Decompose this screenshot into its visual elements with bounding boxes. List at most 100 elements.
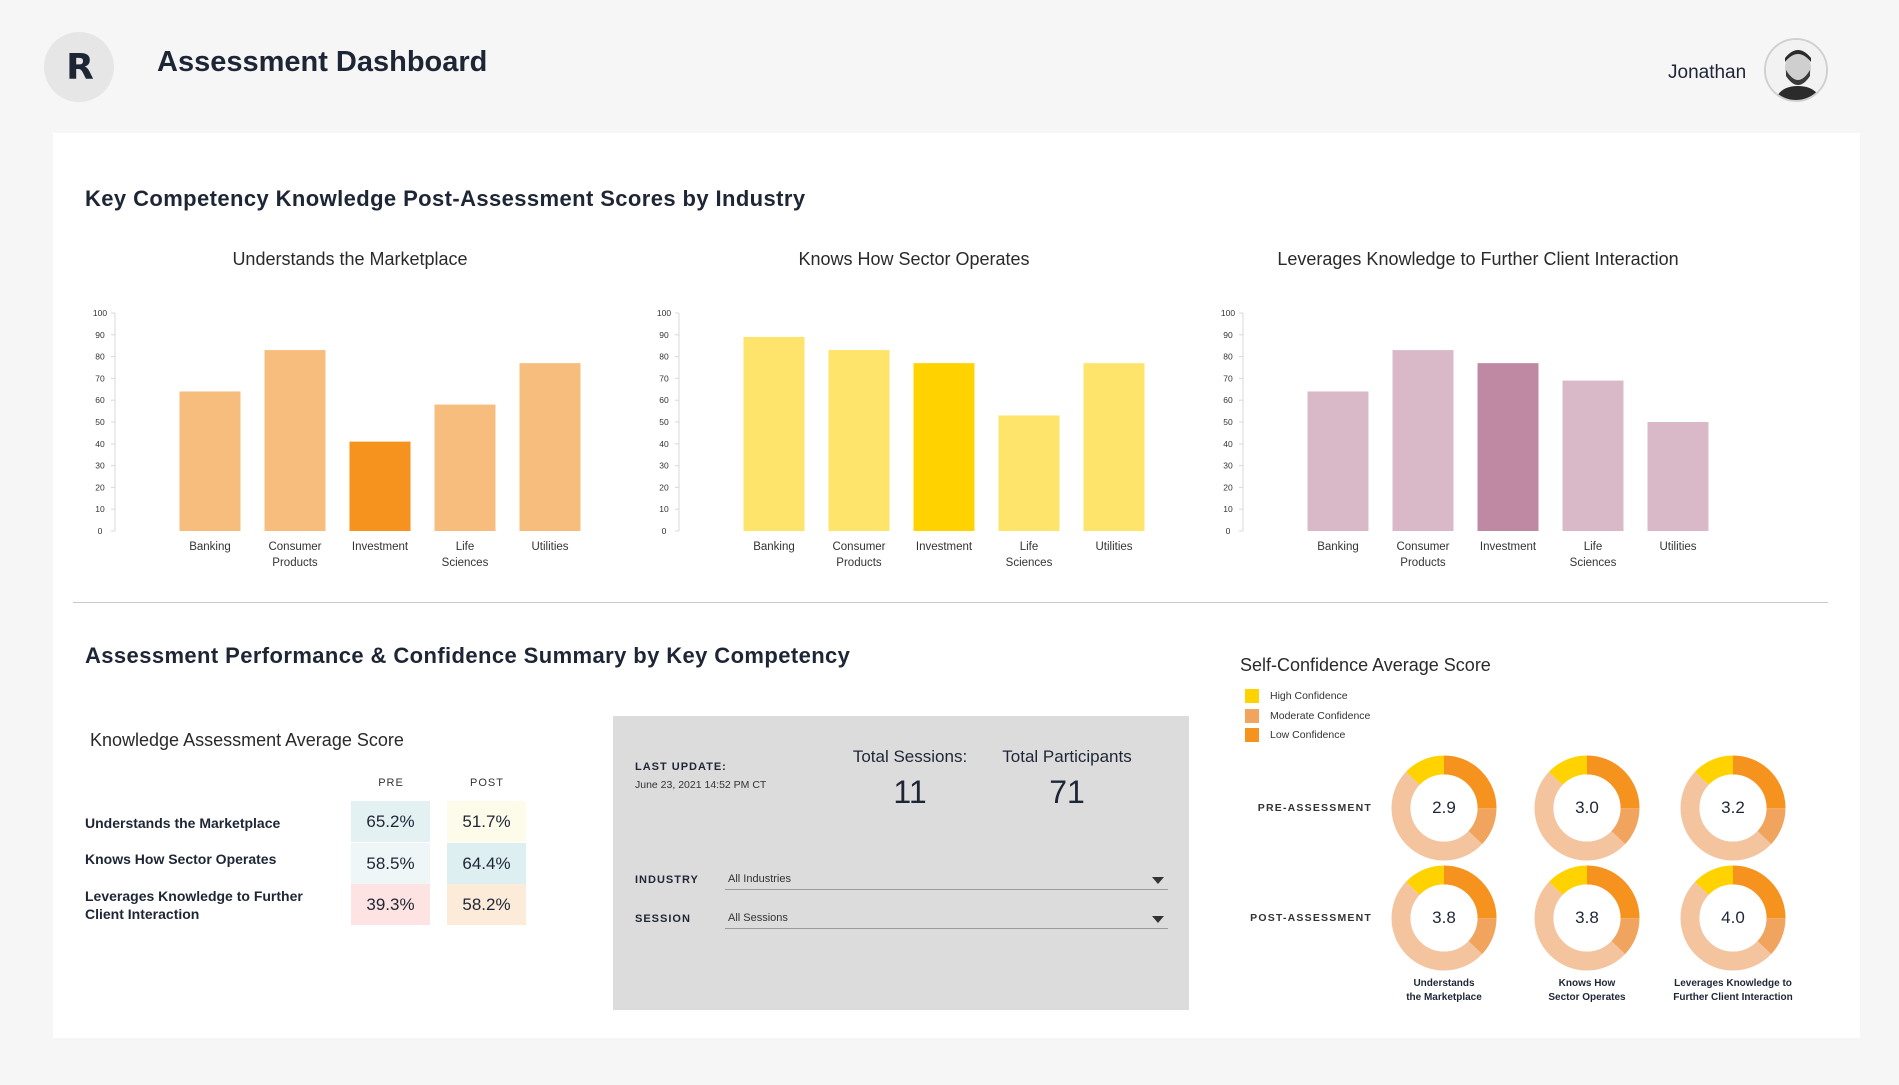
chevron-down-icon [1152, 877, 1164, 884]
donut-hole [1410, 774, 1478, 842]
legend-swatch [1245, 689, 1259, 703]
y-tick-label: 100 [657, 308, 671, 318]
donut-caption: Understands the Marketplace [1364, 977, 1524, 1005]
bar [1647, 422, 1709, 531]
donut-ring [1391, 865, 1497, 971]
donut-segment [1680, 755, 1786, 861]
y-tick-label: 100 [93, 308, 107, 318]
bar [828, 350, 890, 531]
y-tick-label: 60 [95, 395, 105, 405]
user-name[interactable]: Jonathan [1668, 62, 1747, 83]
bar [434, 404, 496, 531]
last-update-timestamp: June 23, 2021 14:52 PM CT [635, 779, 767, 791]
donut-segment [1534, 865, 1640, 971]
session-stats-panel: LAST UPDATE: June 23, 2021 14:52 PM CT T… [613, 716, 1189, 1010]
chart-title: Understands the Marketplace [232, 249, 467, 269]
x-category-label: Banking [189, 541, 231, 553]
y-tick-label: 80 [95, 352, 105, 362]
confidence-donut: 3.0 [1533, 754, 1641, 862]
donut-ring [1680, 755, 1786, 861]
donut-segment [1680, 865, 1786, 971]
y-tick-label: 50 [659, 417, 669, 427]
x-category-label: Investment [916, 541, 973, 553]
column-header-post: POST [470, 777, 504, 789]
bar-chart-marketplace: Understands the Marketplace 0 10 20 30 40 50 60… [70, 230, 630, 585]
x-category-label: Consumer Products [268, 541, 321, 569]
session-dropdown-value: All Sessions [728, 912, 788, 924]
donut-segment [1534, 755, 1640, 861]
y-tick-label: 70 [95, 373, 105, 383]
confidence-donut: 3.2 [1679, 754, 1787, 862]
industry-filter-label: INDUSTRY [635, 874, 699, 886]
section-title-performance-summary: Assessment Performance & Confidence Summ… [85, 643, 851, 668]
post-score-cell: 58.2% [447, 884, 526, 925]
y-tick-label: 40 [659, 439, 669, 449]
x-category-label: Investment [1480, 541, 1537, 553]
x-category-label: Utilities [531, 541, 568, 553]
row-label-post-assessment: POST-ASSESSMENT [1250, 912, 1372, 924]
y-tick-label: 50 [1223, 417, 1233, 427]
bar [349, 441, 411, 531]
chart-title: Knows How Sector Operates [798, 249, 1029, 269]
y-tick-label: 40 [95, 439, 105, 449]
legend-label: Low Confidence [1270, 729, 1346, 741]
bar-chart-client-interaction: Leverages Knowledge to Further Client In… [1198, 230, 1758, 585]
donut-caption: Knows How Sector Operates [1507, 977, 1667, 1005]
avatar[interactable] [1764, 38, 1828, 102]
donut-score: 3.8 [1432, 908, 1456, 927]
x-category-label: Consumer Products [832, 541, 885, 569]
pre-score-cell: 58.5% [351, 843, 430, 884]
bar [1307, 391, 1369, 531]
legend-item-high: High Confidence [1245, 689, 1348, 703]
y-tick-label: 60 [659, 395, 669, 405]
section-title-scores-by-industry: Key Competency Knowledge Post-Assessment… [85, 186, 806, 211]
x-category-label: Banking [753, 541, 795, 553]
session-dropdown[interactable]: All Sessions [725, 909, 1168, 929]
donut-score: 3.8 [1575, 908, 1599, 927]
donut-ring [1534, 755, 1640, 861]
user-portrait-icon [1766, 40, 1826, 100]
y-tick-label: 30 [659, 461, 669, 471]
app-logo[interactable]: R [44, 32, 114, 102]
donut-ring [1534, 865, 1640, 971]
y-tick-label: 60 [1223, 395, 1233, 405]
bar [1562, 380, 1624, 531]
chart-title: Leverages Knowledge to Further Client In… [1277, 249, 1678, 269]
bar [998, 415, 1060, 531]
y-tick-label: 20 [95, 482, 105, 492]
x-category-label: Banking [1317, 541, 1359, 553]
legend-item-low: Low Confidence [1245, 728, 1345, 742]
table-row-label: Understands the Marketplace [85, 815, 281, 831]
post-score-cell: 64.4% [447, 843, 526, 884]
table-row-label: Leverages Knowledge to Further Client In… [85, 888, 303, 922]
bar [519, 363, 581, 531]
x-category-label: Utilities [1095, 541, 1132, 553]
bar [1083, 363, 1145, 531]
donut-segment [1680, 755, 1786, 861]
pre-score-cell: 39.3% [351, 884, 430, 925]
session-filter-label: SESSION [635, 913, 691, 925]
column-header-pre: PRE [378, 777, 404, 789]
donut-segment [1391, 865, 1497, 971]
caption-line: Sector Operates [1548, 992, 1626, 1003]
x-category-label: Life Sciences [1006, 541, 1053, 569]
confidence-donut: 4.0 [1679, 864, 1787, 972]
donut-caption: Leverages Knowledge to Further Client In… [1653, 977, 1813, 1005]
y-tick-label: 80 [1223, 352, 1233, 362]
donut-score: 3.2 [1721, 798, 1745, 817]
industry-dropdown[interactable]: All Industries [725, 870, 1168, 890]
y-tick-label: 70 [659, 373, 669, 383]
confidence-donut: 3.8 [1390, 864, 1498, 972]
bar [1392, 350, 1454, 531]
caption-line: Understands [1413, 978, 1475, 989]
row-label-pre-assessment: PRE-ASSESSMENT [1257, 802, 1372, 814]
y-tick-label: 80 [659, 352, 669, 362]
post-score-cell: 51.7% [447, 801, 526, 842]
x-category-label: Investment [352, 541, 409, 553]
y-tick-label: 90 [1223, 330, 1233, 340]
total-participants-label: Total Participants [1002, 747, 1132, 766]
chevron-down-icon [1152, 916, 1164, 923]
y-tick-label: 70 [1223, 373, 1233, 383]
y-tick-label: 90 [659, 330, 669, 340]
industry-dropdown-value: All Industries [728, 873, 791, 885]
